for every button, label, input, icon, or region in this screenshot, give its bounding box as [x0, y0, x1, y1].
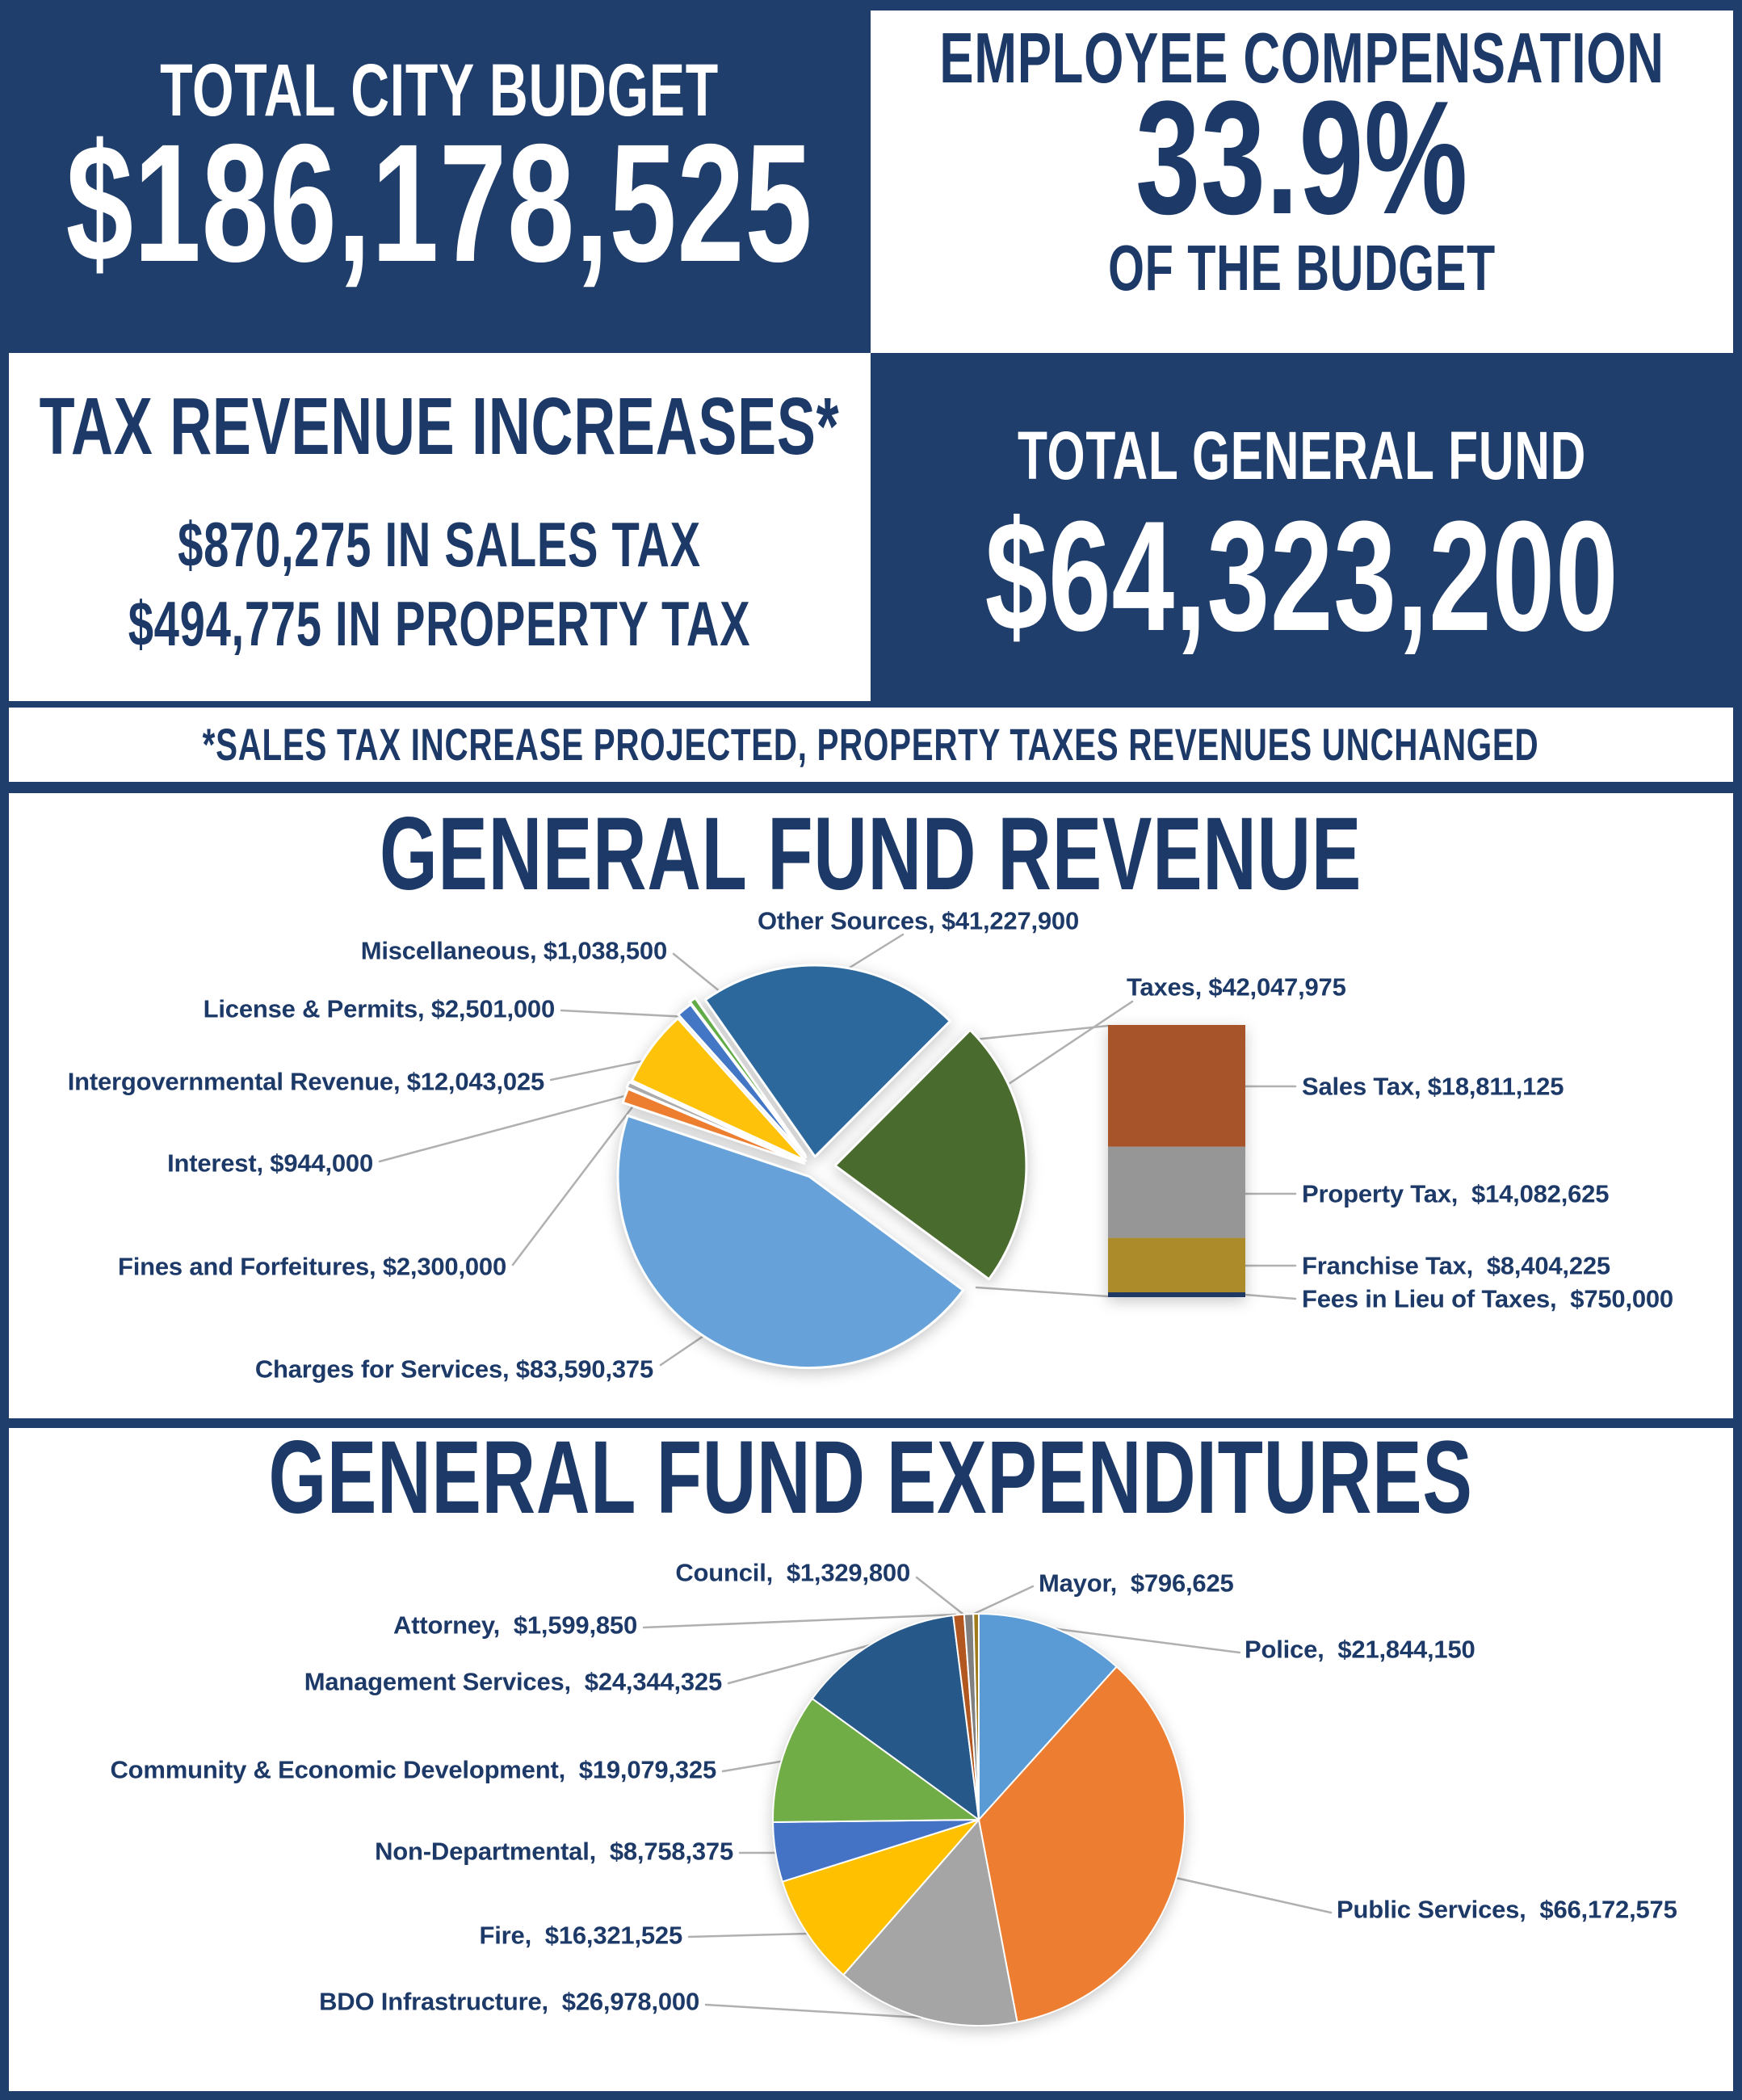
- total-general-fund-value: $64,323,200: [984, 489, 1619, 664]
- bar-label-0: Sales Tax, $18,811,125: [1302, 1072, 1564, 1101]
- expenditures-slice-5: [772, 1698, 980, 1823]
- revenue-label-3: Fines and Forfeitures, $2,300,000: [118, 1252, 506, 1281]
- expenditures-label-6: Management Services, $24,344,325: [304, 1667, 722, 1696]
- total-general-fund-title: TOTAL GENERAL FUND: [1017, 418, 1587, 494]
- revenue-label-0: Other Sources, $41,227,900: [757, 906, 1080, 935]
- expenditures-slice-6: [811, 1614, 980, 1821]
- bar-segment-3: [1108, 1292, 1245, 1297]
- expenditures-label-7: Attorney, $1,599,850: [393, 1611, 637, 1640]
- tax-revenue-increases-title: TAX REVENUE INCREASES*: [39, 381, 840, 472]
- property-tax-increase-line: $494,775 IN PROPERTY TAX: [128, 588, 751, 659]
- revenue-label-2: Charges for Services, $83,590,375: [254, 1354, 653, 1384]
- expenditures-label-1: Public Services, $66,172,575: [1337, 1895, 1677, 1924]
- employee-compensation-title: EMPLOYEE COMPENSATION: [939, 18, 1664, 98]
- expenditures-label-8: Council, $1,329,800: [675, 1558, 910, 1587]
- expenditures-label-5: Community & Economic Development, $19,07…: [110, 1755, 716, 1784]
- footnote-text: *SALES TAX INCREASE PROJECTED, PROPERTY …: [202, 719, 1539, 770]
- bar-label-1: Property Tax, $14,082,625: [1302, 1179, 1610, 1208]
- expenditures-slice-9: [972, 1612, 980, 1821]
- sales-tax-increase-line: $870,275 IN SALES TAX: [178, 509, 701, 580]
- revenue-slice-1: [833, 1028, 1028, 1281]
- revenue-label-7: Miscellaneous, $1,038,500: [360, 936, 667, 965]
- panel-footnote: [9, 708, 1733, 782]
- expenditures-slice-0: [978, 1613, 1118, 1821]
- employee-compensation-value: 33.9%: [1135, 68, 1468, 248]
- expenditures-label-3: Fire, $16,321,525: [479, 1921, 683, 1950]
- revenue-slice-0: [703, 964, 951, 1158]
- revenue-label-5: Intergovernmental Revenue, $12,043,025: [67, 1067, 545, 1096]
- bar-segment-2: [1108, 1237, 1245, 1292]
- revenue-chart: [616, 964, 1245, 1369]
- bar-label-3: Fees in Lieu of Taxes, $750,000: [1302, 1284, 1673, 1313]
- expenditures-chart: [772, 1612, 1186, 2026]
- revenue-label-6: License & Permits, $2,501,000: [203, 994, 556, 1023]
- revenue-slice-4: [625, 1081, 804, 1164]
- expenditures-slice-3: [781, 1819, 980, 1976]
- expenditures-label-4: Non-Departmental, $8,758,375: [375, 1837, 733, 1866]
- revenue-label-1: Taxes, $42,047,975: [1127, 972, 1346, 1002]
- expenditures-slice-1: [978, 1665, 1186, 2023]
- panel-tax-revenue-increases: [9, 353, 871, 701]
- expenditures-chart-title: GENERAL FUND EXPENDITURES: [268, 1420, 1473, 1535]
- expenditures-label-9: Mayor, $796,625: [1039, 1569, 1234, 1598]
- total-city-budget-value: $186,178,525: [65, 110, 813, 297]
- revenue-slice-7: [688, 996, 807, 1157]
- bar-label-2: Franchise Tax, $8,404,225: [1302, 1251, 1610, 1280]
- revenue-label-4: Interest, $944,000: [167, 1149, 373, 1178]
- panel-employee-compensation: [871, 10, 1733, 353]
- expenditures-slice-2: [842, 1819, 1018, 2026]
- revenue-leader-lines: [378, 933, 1297, 1367]
- revenue-slice-5: [630, 1017, 808, 1162]
- expenditures-label-2: BDO Infrastructure, $26,978,000: [319, 1987, 699, 2016]
- total-city-budget-title: TOTAL CITY BUDGET: [160, 49, 719, 132]
- expenditures-label-0: Police, $21,844,150: [1245, 1635, 1475, 1664]
- bar-segment-1: [1108, 1146, 1245, 1238]
- expenditures-leader-lines: [642, 1576, 1333, 2019]
- employee-compensation-caption: OF THE BUDGET: [1108, 232, 1496, 304]
- revenue-chart-title: GENERAL FUND REVENUE: [379, 796, 1362, 912]
- revenue-slice-2: [616, 1114, 965, 1369]
- bar-segment-0: [1108, 1025, 1245, 1147]
